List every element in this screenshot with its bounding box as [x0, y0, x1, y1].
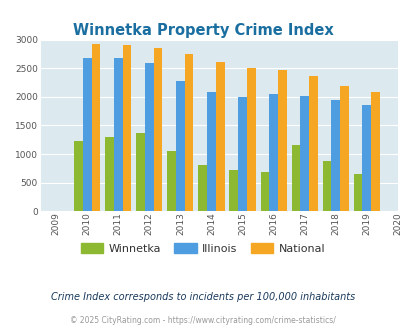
Bar: [362, 105, 370, 211]
Bar: [167, 151, 176, 211]
Text: Winnetka Property Crime Index: Winnetka Property Crime Index: [72, 23, 333, 38]
Bar: [291, 146, 300, 211]
Bar: [246, 68, 255, 211]
Bar: [300, 96, 308, 211]
Bar: [229, 170, 238, 211]
Bar: [370, 92, 379, 211]
Bar: [207, 92, 215, 211]
Bar: [330, 100, 339, 211]
Bar: [105, 137, 114, 211]
Legend: Winnetka, Illinois, National: Winnetka, Illinois, National: [76, 239, 329, 258]
Bar: [122, 45, 131, 211]
Bar: [153, 48, 162, 211]
Bar: [184, 54, 193, 211]
Bar: [176, 81, 184, 211]
Bar: [353, 174, 362, 211]
Bar: [260, 172, 269, 211]
Bar: [238, 97, 246, 211]
Bar: [322, 161, 330, 211]
Text: Crime Index corresponds to incidents per 100,000 inhabitants: Crime Index corresponds to incidents per…: [51, 292, 354, 302]
Bar: [269, 94, 277, 211]
Bar: [74, 142, 83, 211]
Bar: [83, 58, 91, 211]
Bar: [136, 133, 145, 211]
Bar: [277, 70, 286, 211]
Text: © 2025 CityRating.com - https://www.cityrating.com/crime-statistics/: © 2025 CityRating.com - https://www.city…: [70, 315, 335, 325]
Bar: [198, 165, 207, 211]
Bar: [114, 58, 122, 211]
Bar: [339, 86, 348, 211]
Bar: [91, 44, 100, 211]
Bar: [308, 76, 317, 211]
Bar: [215, 62, 224, 211]
Bar: [145, 63, 153, 211]
